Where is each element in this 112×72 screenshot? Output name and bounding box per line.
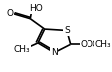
Text: S: S <box>63 26 69 35</box>
Text: O: O <box>80 40 87 49</box>
Text: O: O <box>6 9 13 18</box>
Text: CH₃: CH₃ <box>94 40 110 49</box>
Text: OCH₃: OCH₃ <box>84 40 108 49</box>
Text: N: N <box>51 48 57 57</box>
Text: O: O <box>80 40 87 49</box>
Text: CH₃: CH₃ <box>13 45 30 54</box>
Text: HO: HO <box>29 4 43 13</box>
